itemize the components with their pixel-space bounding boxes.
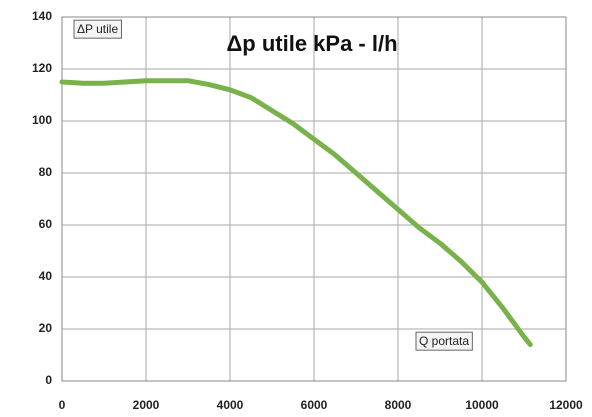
y-axis-label-box	[73, 19, 122, 39]
y-tick-label: 40	[39, 269, 53, 283]
x-axis-label: Q portata	[419, 334, 469, 348]
y-axis-label: ΔP utile	[77, 22, 118, 36]
y-tick-label: 20	[39, 321, 53, 335]
x-tick-label: 10000	[465, 398, 499, 412]
x-tick-label: 12000	[549, 398, 583, 412]
y-tick-label: 100	[32, 113, 52, 127]
x-tick-label: 4000	[217, 398, 244, 412]
x-tick-label: 0	[59, 398, 66, 412]
y-tick-label: 120	[32, 61, 52, 75]
curve	[59, 78, 533, 348]
chart-title: Δp utile kPa - l/h	[226, 31, 397, 56]
y-tick-label: 60	[39, 217, 53, 231]
y-tick-label: 80	[39, 165, 53, 179]
x-tick-label: 6000	[301, 398, 328, 412]
x-tick-label: 2000	[133, 398, 160, 412]
plot-border	[61, 16, 567, 382]
x-axis-label-box	[415, 331, 473, 351]
y-tick-label: 0	[45, 373, 52, 387]
x-tick-label: 8000	[385, 398, 412, 412]
y-tick-label: 140	[32, 9, 52, 23]
